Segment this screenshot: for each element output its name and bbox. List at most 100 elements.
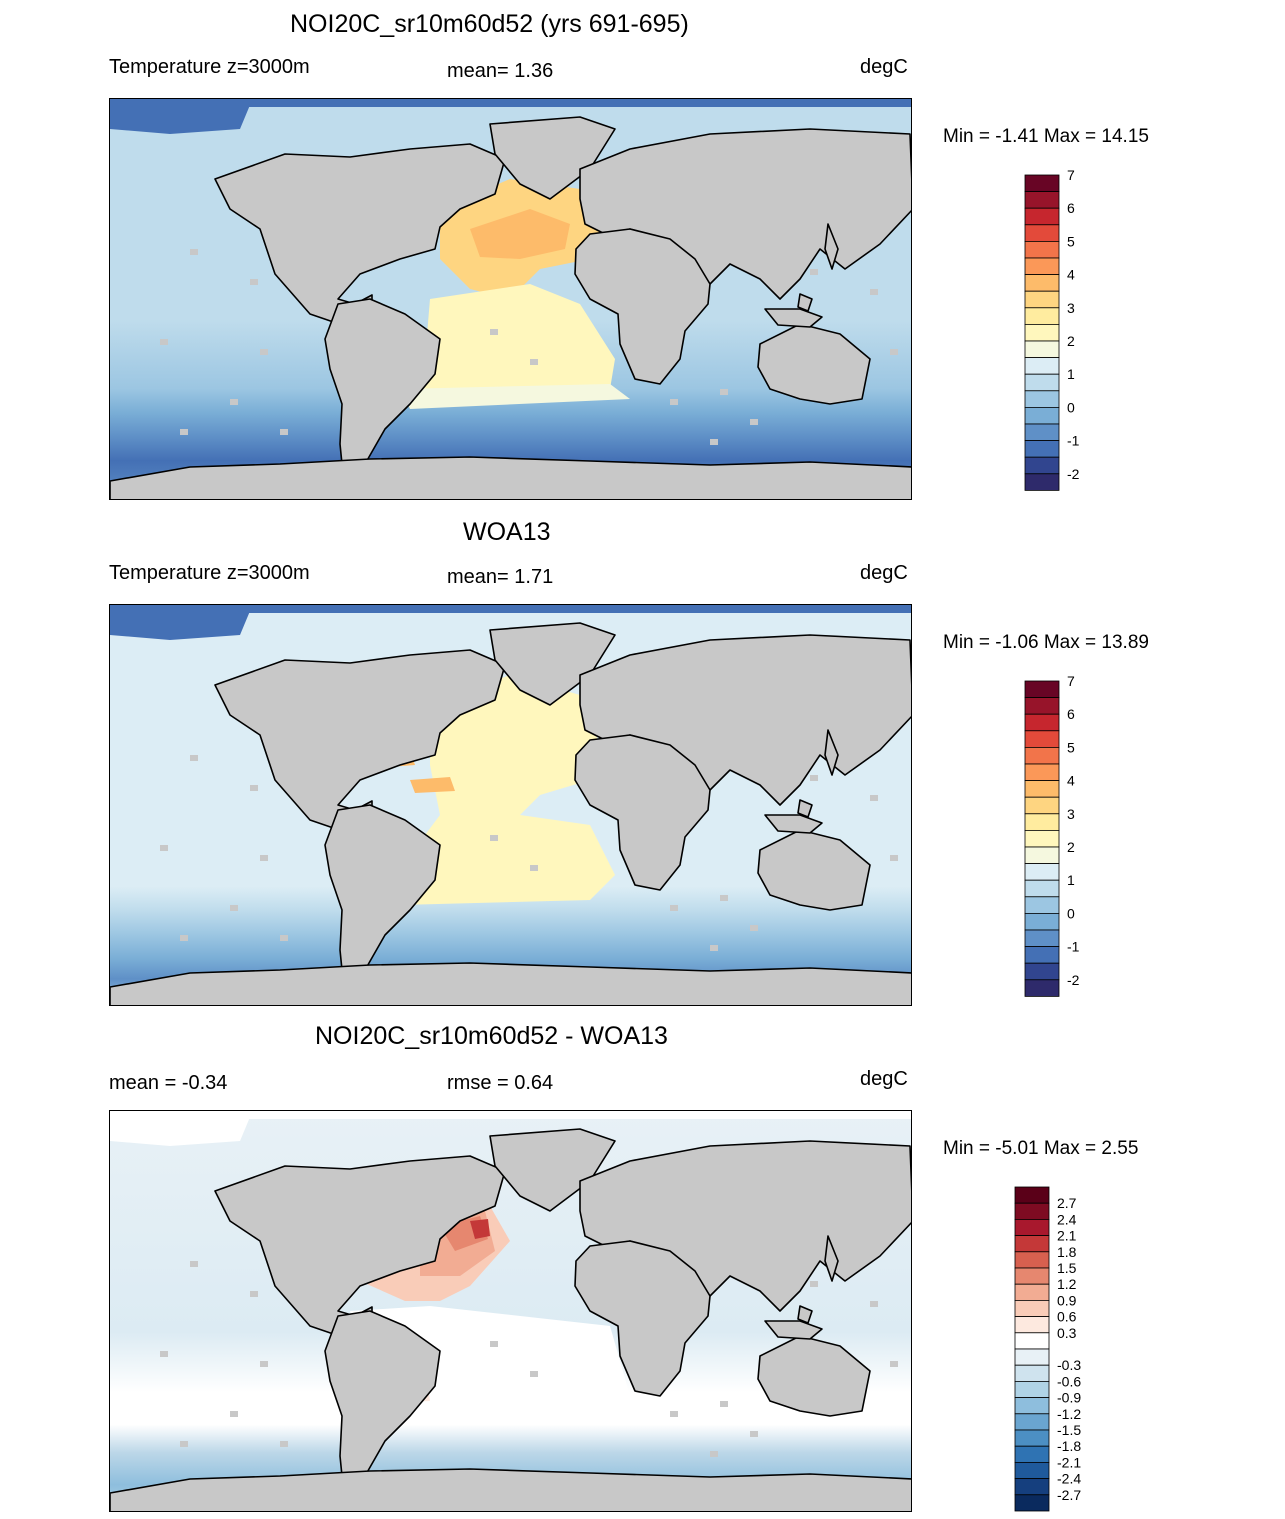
panel-3-min-max: Min = -5.01 Max = 2.55 (943, 1138, 1139, 1159)
panel-3-colorbar: -2.7 -2.4 -2.1 -1.8 -1.5 -1.2 -0.9 -0.6 -0.3 0.3 0… (1014, 1186, 1105, 1515)
colorbar-tick-label: -1 (1067, 939, 1080, 955)
colorbar-swatch (1024, 241, 1060, 259)
panel-2-min-max: Min = -1.06 Max = 13.89 (943, 632, 1149, 653)
colorbar-tick-label: 2.7 (1057, 1195, 1077, 1211)
colorbar-tick-label: 1.8 (1057, 1244, 1077, 1260)
colorbar-tick-label: -2.4 (1057, 1471, 1081, 1487)
colorbar-swatch (1024, 962, 1060, 981)
panel-2-colorbar: -2 -1 0 1 2 3 4 5 6 7 (1024, 673, 1115, 1001)
colorbar-tick-label: -0.3 (1057, 1357, 1081, 1373)
colorbar-swatch (1024, 829, 1060, 848)
panel-2-map (109, 604, 912, 1006)
colorbar-swatch (1014, 1316, 1050, 1334)
colorbar-swatch (1024, 912, 1060, 931)
panel-3-title: NOI20C_sr10m60d52 - WOA13 (315, 1022, 668, 1050)
colorbar-tick-label: 2 (1067, 333, 1075, 349)
colorbar-tick-label: -2.1 (1057, 1454, 1081, 1470)
colorbar-swatch (1014, 1267, 1050, 1285)
colorbar-swatch (1024, 896, 1060, 914)
panel-1-map (109, 98, 912, 500)
colorbar-swatch (1024, 373, 1060, 392)
colorbar-swatch (1024, 813, 1060, 831)
colorbar-swatch (1024, 290, 1060, 309)
panel-1-mean-label: mean= 1.36 (447, 60, 554, 82)
colorbar-swatch (1014, 1445, 1050, 1463)
panel-2-title: WOA13 (463, 518, 551, 546)
panel-3-units-label: degC (860, 1068, 908, 1090)
colorbar-swatch (1014, 1380, 1050, 1398)
panel-1-min-max: Min = -1.41 Max = 14.15 (943, 126, 1149, 147)
colorbar-swatch (1024, 357, 1060, 375)
colorbar-swatch (1014, 1413, 1050, 1431)
colorbar-swatch (1014, 1332, 1050, 1350)
colorbar-tick-label: -2 (1067, 972, 1080, 988)
colorbar-tick-label: 4 (1067, 267, 1075, 283)
colorbar-swatch (1024, 423, 1060, 442)
colorbar-swatch (1024, 846, 1060, 865)
colorbar-tick-label: -1.2 (1057, 1406, 1081, 1422)
colorbar-swatch (1024, 697, 1060, 715)
colorbar-swatch (1024, 174, 1060, 193)
colorbar-tick-label: 0 (1067, 905, 1075, 921)
colorbar-swatch (1024, 390, 1060, 408)
panel-1-units-label: degC (860, 56, 908, 78)
colorbar-swatch (1024, 323, 1060, 342)
colorbar-swatch (1014, 1202, 1050, 1220)
colorbar-swatch (1024, 747, 1060, 765)
panel-3-rmse-label: rmse = 0.64 (447, 1072, 554, 1094)
colorbar-swatch (1024, 979, 1060, 997)
colorbar-swatch (1024, 730, 1060, 748)
colorbar-swatch (1024, 473, 1060, 491)
colorbar-swatch (1014, 1283, 1050, 1301)
colorbar-tick-label: 1 (1067, 366, 1075, 382)
colorbar-swatch (1014, 1494, 1050, 1512)
colorbar-swatch (1024, 224, 1060, 242)
colorbar-tick-label: 6 (1067, 200, 1075, 216)
colorbar-swatch (1024, 307, 1060, 325)
colorbar-tick-label: 1.2 (1057, 1276, 1077, 1292)
colorbar-swatch (1014, 1429, 1050, 1447)
colorbar-tick-label: -1.8 (1057, 1438, 1081, 1454)
colorbar-tick-label: 1.5 (1057, 1260, 1077, 1276)
panel-3-mean-label: mean = -0.34 (109, 1072, 228, 1094)
panel-3-map (109, 1110, 912, 1512)
panel-1-title: NOI20C_sr10m60d52 (yrs 691-695) (290, 10, 689, 38)
colorbar-swatch (1014, 1186, 1050, 1204)
colorbar-swatch (1024, 340, 1060, 359)
colorbar-swatch (1024, 780, 1060, 798)
colorbar-tick-label: -0.9 (1057, 1390, 1081, 1406)
colorbar-swatch (1024, 879, 1060, 898)
colorbar-tick-label: 2.1 (1057, 1228, 1077, 1244)
colorbar-swatch (1024, 406, 1060, 425)
panel-2-units-label: degC (860, 562, 908, 584)
colorbar-swatch (1024, 440, 1060, 458)
colorbar-swatch (1024, 946, 1060, 964)
colorbar-swatch (1024, 456, 1060, 475)
colorbar-swatch (1014, 1348, 1050, 1366)
colorbar-tick-label: -1 (1067, 433, 1080, 449)
colorbar-tick-label: 6 (1067, 706, 1075, 722)
colorbar-tick-label: 0.9 (1057, 1292, 1077, 1308)
colorbar-swatch (1014, 1219, 1050, 1237)
colorbar-swatch (1014, 1251, 1050, 1269)
panel-1-colorbar: -2 -1 0 1 2 3 4 5 6 7 (1024, 167, 1115, 495)
colorbar-tick-label: 4 (1067, 773, 1075, 789)
colorbar-swatch (1014, 1478, 1050, 1496)
colorbar-swatch (1024, 257, 1060, 276)
colorbar-tick-label: 0 (1067, 399, 1075, 415)
colorbar-tick-label: 0.6 (1057, 1309, 1077, 1325)
colorbar-tick-label: 2.4 (1057, 1211, 1077, 1227)
colorbar-swatch (1024, 796, 1060, 815)
colorbar-swatch (1014, 1364, 1050, 1382)
colorbar-tick-label: 7 (1067, 167, 1075, 183)
colorbar-swatch (1024, 929, 1060, 948)
colorbar-tick-label: 1 (1067, 872, 1075, 888)
colorbar-tick-label: 7 (1067, 673, 1075, 689)
colorbar-tick-label: 3 (1067, 806, 1075, 822)
colorbar-tick-label: 3 (1067, 300, 1075, 316)
colorbar-swatch (1024, 191, 1060, 209)
panel-1-variable-label: Temperature z=3000m (109, 56, 310, 78)
colorbar-tick-label: -2 (1067, 466, 1080, 482)
colorbar-swatch (1014, 1397, 1050, 1415)
colorbar-swatch (1014, 1235, 1050, 1253)
